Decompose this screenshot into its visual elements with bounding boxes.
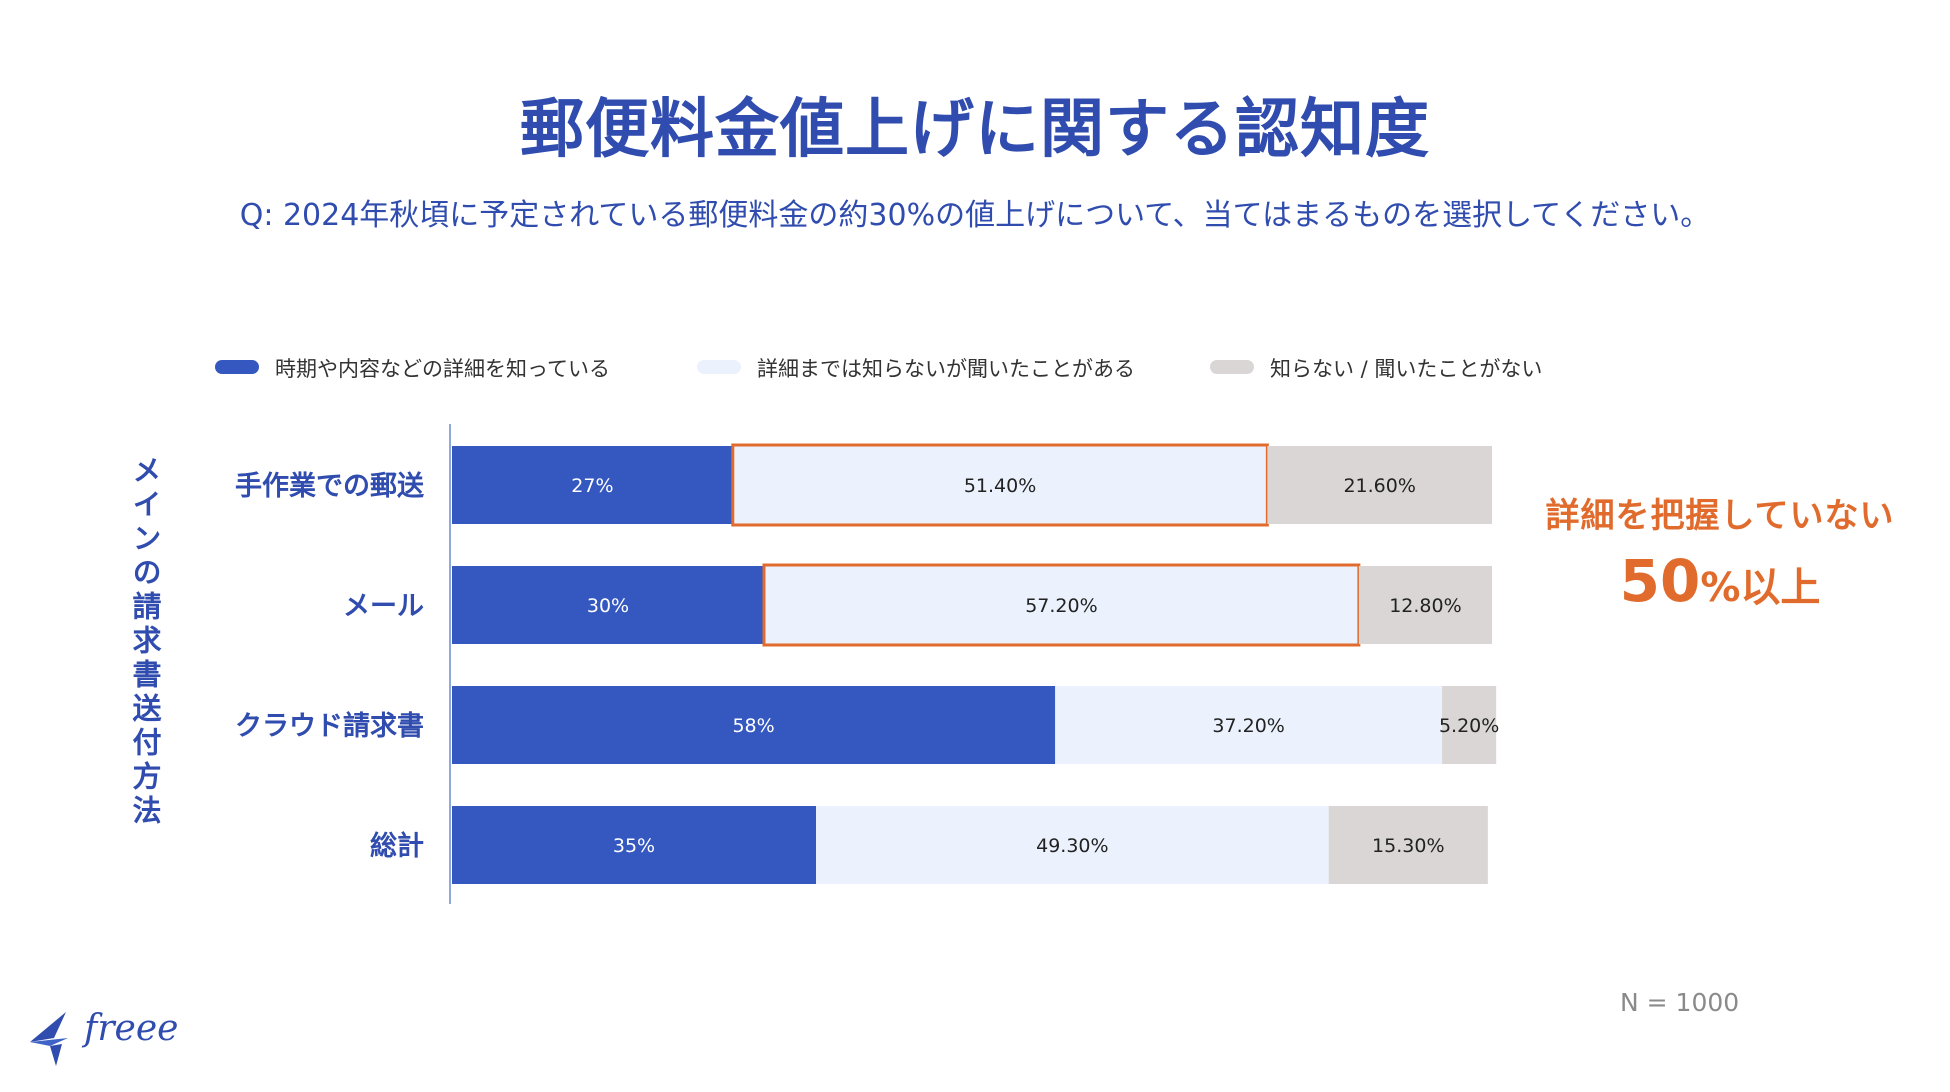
chart-subtitle: Q: 2024年秋頃に予定されている郵便料金の約30%の値上げについて、当てはま… [239,198,1711,233]
bar-segment [1442,686,1497,764]
bar-segment [816,806,1329,884]
data-label: 12.80% [1389,595,1461,617]
callout-figure: 50%以上 [1520,547,1920,615]
data-label: 51.40% [964,475,1036,497]
logo-text: freee [84,1008,179,1049]
callout: 詳細を把握していない 50%以上 [1520,488,1920,615]
bar-segment [452,686,1056,764]
category-label: 総計 [370,830,424,862]
data-label: 15.30% [1372,835,1444,857]
data-label: 5.20% [1439,715,1499,737]
category-label: 手作業での郵送 [235,471,424,502]
legend-label-know-details: 時期や内容などの詳細を知っている [275,357,610,381]
data-label: 21.60% [1343,475,1415,497]
data-label: 35% [613,835,655,857]
bar-segment [1328,806,1488,884]
callout-text: 詳細を把握していない [1545,496,1895,536]
callout-suffix: %以上 [1700,565,1821,611]
sample-size-note: N = 1000 [1620,988,1740,1017]
data-label: 37.20% [1212,715,1284,737]
bar-segment [764,566,1359,644]
callout-number: 50 [1619,547,1701,615]
bar-segment [1267,446,1492,524]
y-axis-title: メインの請求書送付方法 [128,455,162,829]
category-label: メール [343,591,424,622]
data-label: 57.20% [1025,595,1097,617]
bird-icon [30,1012,68,1066]
legend-swatch-know-details [215,360,259,374]
chart-title: 郵便料金値上げに関する認知度 [520,93,1430,167]
data-label: 58% [732,715,774,737]
bar-segment [1358,566,1492,644]
legend-swatch-not-aware [1210,360,1254,374]
legend-label-heard-of: 詳細までは知らないが聞いたことがある [757,357,1135,381]
freee-logo: freee [26,1008,196,1068]
bar-segment [452,806,816,884]
data-label: 27% [571,475,613,497]
data-label: 49.30% [1036,835,1108,857]
bar-segment [732,446,1268,524]
legend-swatch-heard-of [697,360,741,374]
bar-segment [1055,686,1443,764]
bar-segment [452,566,764,644]
data-label: 30% [587,595,629,617]
bar-segment [452,446,733,524]
category-label: クラウド請求書 [235,710,424,742]
legend-label-not-aware: 知らない / 聞いたことがない [1270,357,1543,381]
